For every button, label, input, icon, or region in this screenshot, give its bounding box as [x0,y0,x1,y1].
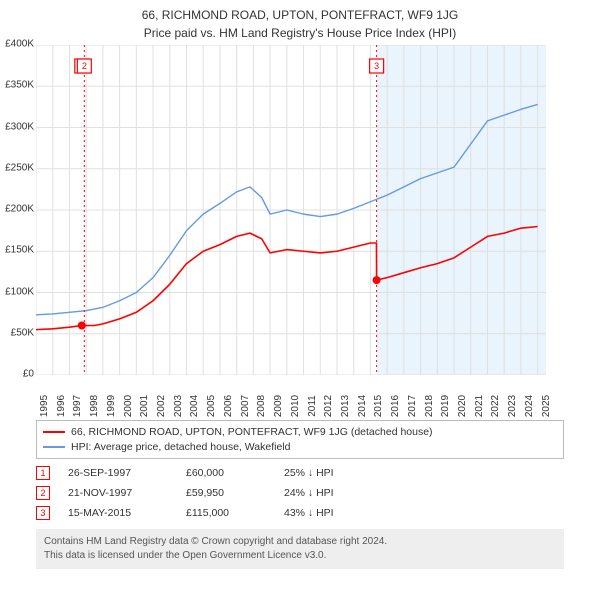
event-delta: 24% ↓ HPI [284,487,334,499]
event-marker-icon: 1 [36,466,50,480]
svg-text:2: 2 [82,61,87,71]
title-line2: Price paid vs. HM Land Registry's House … [0,24,600,42]
footer-line: This data is licensed under the Open Gov… [44,549,556,563]
chart-titles: 66, RICHMOND ROAD, UPTON, PONTEFRACT, WF… [0,0,600,42]
event-price: £60,000 [186,467,266,479]
event-row: 3 15-MAY-2015 £115,000 43% ↓ HPI [36,503,564,523]
event-price: £115,000 [186,507,266,519]
footer-attribution: Contains HM Land Registry data © Crown c… [36,529,564,569]
legend-swatch [43,446,65,448]
event-marker-icon: 2 [36,486,50,500]
event-date: 15-MAY-2015 [68,507,168,519]
legend-label: 66, RICHMOND ROAD, UPTON, PONTEFRACT, WF… [71,425,433,440]
event-date: 26-SEP-1997 [68,467,168,479]
y-axis: £0£50K£100K£150K£200K£250K£300K£350K£400… [0,44,36,374]
event-marker-icon: 3 [36,506,50,520]
legend: 66, RICHMOND ROAD, UPTON, PONTEFRACT, WF… [36,420,564,459]
event-row: 1 26-SEP-1997 £60,000 25% ↓ HPI [36,463,564,483]
plot-svg: 123 [36,44,546,375]
event-price: £59,950 [186,487,266,499]
legend-swatch [43,431,65,433]
footer-line: Contains HM Land Registry data © Crown c… [44,535,556,549]
legend-label: HPI: Average price, detached house, Wake… [71,440,290,455]
event-date: 21-NOV-1997 [68,487,168,499]
x-axis: 1995199619971998199920002001200220032004… [36,376,546,416]
chart-area: £0£50K£100K£150K£200K£250K£300K£350K£400… [36,44,596,414]
title-line1: 66, RICHMOND ROAD, UPTON, PONTEFRACT, WF… [0,6,600,24]
event-delta: 43% ↓ HPI [284,507,334,519]
legend-row: HPI: Average price, detached house, Wake… [43,440,557,455]
event-row: 2 21-NOV-1997 £59,950 24% ↓ HPI [36,483,564,503]
svg-text:3: 3 [374,61,379,71]
legend-row: 66, RICHMOND ROAD, UPTON, PONTEFRACT, WF… [43,425,557,440]
events-table: 1 26-SEP-1997 £60,000 25% ↓ HPI 2 21-NOV… [36,463,564,523]
event-delta: 25% ↓ HPI [284,467,334,479]
